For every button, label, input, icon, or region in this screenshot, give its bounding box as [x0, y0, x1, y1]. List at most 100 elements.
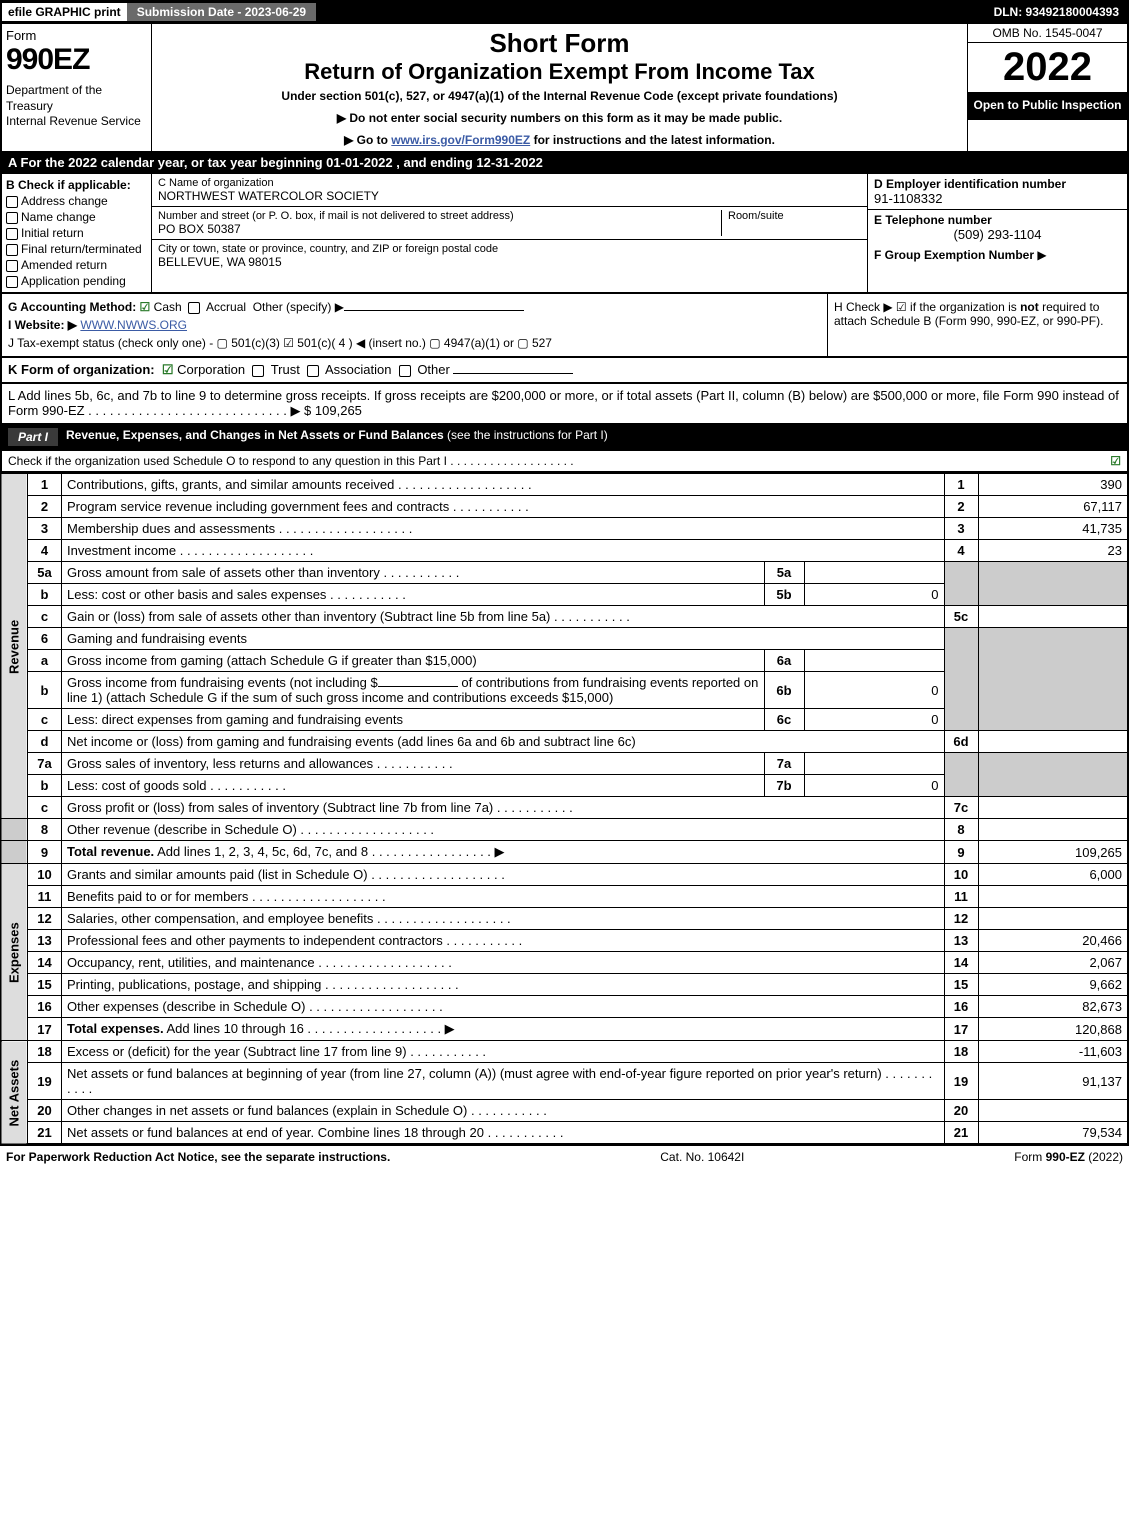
val-3: 41,735 — [978, 518, 1128, 540]
b-header: B Check if applicable: — [6, 178, 147, 192]
note-link: ▶ Go to www.irs.gov/Form990EZ for instru… — [156, 133, 963, 147]
org-street: PO BOX 50387 — [158, 222, 721, 236]
val-7c — [978, 797, 1128, 819]
val-12 — [978, 908, 1128, 930]
col-d-ein: D Employer identification number 91-1108… — [867, 174, 1127, 292]
org-name: NORTHWEST WATERCOLOR SOCIETY — [158, 189, 861, 203]
cb-application-pending[interactable]: Application pending — [6, 274, 147, 288]
row-k: K Form of organization: ☑ Corporation Tr… — [0, 358, 1129, 384]
form-subtitle: Under section 501(c), 527, or 4947(a)(1)… — [156, 89, 963, 103]
block-g-h: G Accounting Method: ☑ Cash Accrual Othe… — [0, 294, 1129, 358]
check-schedule-o: Check if the organization used Schedule … — [0, 451, 1129, 473]
irs-link[interactable]: www.irs.gov/Form990EZ — [391, 133, 530, 147]
cb-cash-checked[interactable]: ☑ — [140, 300, 151, 314]
cb-initial-return[interactable]: Initial return — [6, 226, 147, 240]
cb-assoc[interactable] — [307, 365, 319, 377]
section-b-through-f: B Check if applicable: Address change Na… — [0, 174, 1129, 294]
val-4: 23 — [978, 540, 1128, 562]
footer-right: Form 990-EZ (2022) — [1014, 1150, 1123, 1164]
cb-trust[interactable] — [252, 365, 264, 377]
val-21: 79,534 — [978, 1122, 1128, 1145]
val-6b: 0 — [804, 672, 944, 709]
cb-name-change[interactable]: Name change — [6, 210, 147, 224]
g-left: G Accounting Method: ☑ Cash Accrual Othe… — [2, 294, 827, 356]
val-11 — [978, 886, 1128, 908]
form-title: Return of Organization Exempt From Incom… — [156, 59, 963, 85]
val-8 — [978, 819, 1128, 841]
omb-number: OMB No. 1545-0047 — [968, 24, 1127, 43]
header-right: OMB No. 1545-0047 2022 Open to Public In… — [967, 24, 1127, 151]
c-name-label: C Name of organization — [158, 177, 861, 189]
ein-value: 91-1108332 — [874, 191, 1121, 206]
cb-h-checked[interactable]: ☑ — [896, 300, 907, 314]
val-6d — [978, 731, 1128, 753]
cb-other[interactable] — [399, 365, 411, 377]
telephone-value: (509) 293-1104 — [874, 227, 1121, 242]
val-9: 109,265 — [978, 841, 1128, 864]
e-label: E Telephone number — [874, 213, 1121, 227]
footer-left: For Paperwork Reduction Act Notice, see … — [6, 1150, 390, 1164]
cb-corp-checked[interactable]: ☑ — [162, 362, 174, 377]
d-label: D Employer identification number — [874, 177, 1121, 191]
val-5a — [804, 562, 944, 584]
cb-schedule-o-checked[interactable]: ☑ — [1110, 454, 1121, 468]
val-6c: 0 — [804, 709, 944, 731]
val-5b: 0 — [804, 584, 944, 606]
h-block: H Check ▶ ☑ if the organization is not r… — [827, 294, 1127, 356]
val-13: 20,466 — [978, 930, 1128, 952]
header-center: Short Form Return of Organization Exempt… — [152, 24, 967, 151]
line-g: G Accounting Method: ☑ Cash Accrual Othe… — [8, 300, 821, 314]
cb-accrual[interactable] — [188, 302, 200, 314]
note-ssn: ▶ Do not enter social security numbers o… — [156, 111, 963, 125]
val-17: 120,868 — [978, 1018, 1128, 1041]
side-net-assets: Net Assets — [1, 1041, 28, 1145]
col-c-org-info: C Name of organization NORTHWEST WATERCO… — [152, 174, 867, 292]
cb-address-change[interactable]: Address change — [6, 194, 147, 208]
c-street-label: Number and street (or P. O. box, if mail… — [158, 210, 721, 222]
val-19: 91,137 — [978, 1063, 1128, 1100]
side-revenue: Revenue — [1, 474, 28, 819]
gross-receipts: 109,265 — [315, 403, 362, 418]
part1-label: Part I — [8, 428, 58, 446]
org-city: BELLEVUE, WA 98015 — [158, 255, 861, 269]
website-link[interactable]: WWW.NWWS.ORG — [80, 318, 187, 332]
row-a-calendar: A For the 2022 calendar year, or tax yea… — [0, 153, 1129, 174]
row-l: L Add lines 5b, 6c, and 7b to line 9 to … — [0, 384, 1129, 425]
col-b-checkboxes: B Check if applicable: Address change Na… — [2, 174, 152, 292]
cb-amended-return[interactable]: Amended return — [6, 258, 147, 272]
f-label: F Group Exemption Number — [874, 248, 1034, 262]
department-label: Department of the Treasury Internal Reve… — [6, 83, 147, 130]
val-20 — [978, 1100, 1128, 1122]
room-label: Room/suite — [728, 210, 861, 222]
val-14: 2,067 — [978, 952, 1128, 974]
line-i: I Website: ▶ WWW.NWWS.ORG — [8, 318, 821, 332]
top-bar: efile GRAPHIC print Submission Date - 20… — [0, 0, 1129, 24]
header-left: Form 990EZ Department of the Treasury In… — [2, 24, 152, 151]
form-header: Form 990EZ Department of the Treasury In… — [0, 24, 1129, 153]
dln-label: DLN: 93492180004393 — [986, 3, 1127, 21]
tax-year: 2022 — [968, 43, 1127, 92]
val-10: 6,000 — [978, 864, 1128, 886]
part1-header: Part I Revenue, Expenses, and Changes in… — [0, 425, 1129, 451]
short-form-label: Short Form — [156, 28, 963, 59]
form-number: 990EZ — [6, 43, 147, 77]
form-word: Form — [6, 28, 147, 43]
val-6a — [804, 650, 944, 672]
val-5c — [978, 606, 1128, 628]
footer: For Paperwork Reduction Act Notice, see … — [0, 1145, 1129, 1168]
val-16: 82,673 — [978, 996, 1128, 1018]
val-7b: 0 — [804, 775, 944, 797]
val-7a — [804, 753, 944, 775]
val-1: 390 — [978, 474, 1128, 496]
submission-date: Submission Date - 2023-06-29 — [127, 3, 316, 21]
cb-final-return[interactable]: Final return/terminated — [6, 242, 147, 256]
footer-cat: Cat. No. 10642I — [660, 1150, 744, 1164]
val-18: -11,603 — [978, 1041, 1128, 1063]
financial-table: Revenue 1 Contributions, gifts, grants, … — [0, 473, 1129, 1145]
efile-label: efile GRAPHIC print — [2, 3, 127, 21]
side-expenses: Expenses — [1, 864, 28, 1041]
line-j: J Tax-exempt status (check only one) - ▢… — [8, 336, 821, 350]
c-city-label: City or town, state or province, country… — [158, 243, 861, 255]
f-arrow: ▶ — [1037, 248, 1046, 262]
val-15: 9,662 — [978, 974, 1128, 996]
